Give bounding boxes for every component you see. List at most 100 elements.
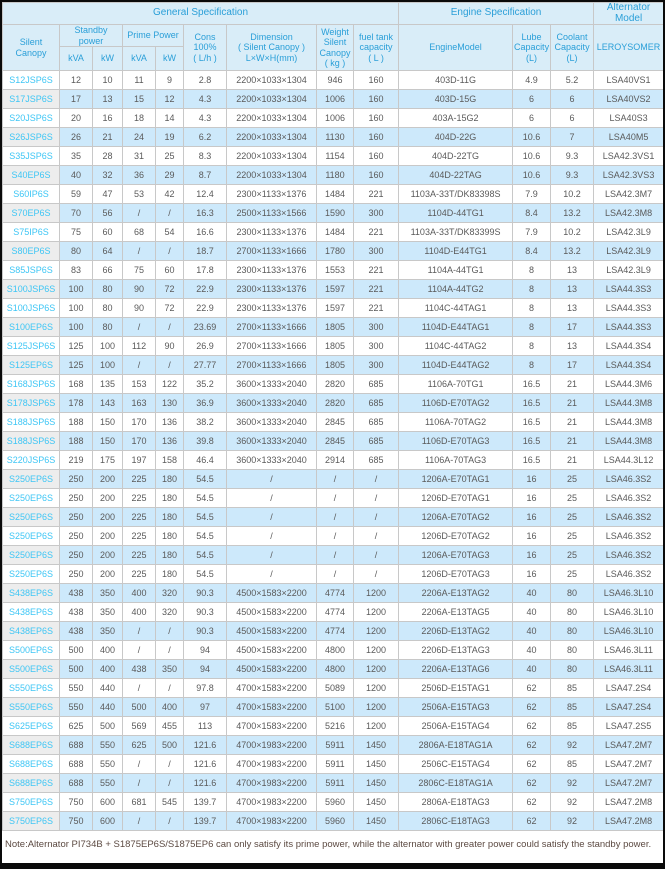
- spec-cell: 225: [122, 564, 156, 584]
- spec-cell: 188: [59, 431, 93, 451]
- model-link-cell[interactable]: S250EP6S: [2, 545, 60, 565]
- spec-cell: 40: [512, 602, 552, 622]
- spec-cell: LSA44.3S3: [593, 317, 663, 337]
- spec-cell: 455: [155, 716, 184, 736]
- model-link-cell[interactable]: S100JSP6S: [2, 298, 60, 318]
- spec-cell: 80: [59, 241, 93, 261]
- col-header-standby-kva: kVA: [59, 46, 93, 71]
- model-link-cell[interactable]: S250EP6S: [2, 488, 60, 508]
- model-link-cell[interactable]: S250EP6S: [2, 469, 60, 489]
- model-link-cell[interactable]: S188JSP6S: [2, 412, 60, 432]
- spec-cell: 5089: [316, 678, 354, 698]
- model-link-cell[interactable]: S168JSP6S: [2, 374, 60, 394]
- spec-cell: 225: [122, 545, 156, 565]
- model-link-cell[interactable]: S500EP6S: [2, 659, 60, 679]
- model-link-cell[interactable]: S125JSP6S: [2, 336, 60, 356]
- spec-cell: 100: [59, 317, 93, 337]
- spec-cell: 130: [155, 393, 184, 413]
- spec-cell: 25: [550, 488, 595, 508]
- model-link-cell[interactable]: S438EP6S: [2, 602, 60, 622]
- spec-cell: 550: [59, 697, 93, 717]
- spec-cell: 219: [59, 450, 93, 470]
- model-link-cell[interactable]: S40EP6S: [2, 165, 60, 185]
- spec-cell: 122: [155, 374, 184, 394]
- col-header-cons-100: Cons 100% ( L/h ): [183, 24, 227, 71]
- model-link-cell[interactable]: S688EP6S: [2, 754, 60, 774]
- model-link-cell[interactable]: S178JSP6S: [2, 393, 60, 413]
- spec-cell: 1106A-70TAG2: [398, 412, 514, 432]
- spec-cell: 5911: [316, 754, 354, 774]
- spec-cell: 100: [59, 279, 93, 299]
- spec-cell: 320: [155, 583, 184, 603]
- model-link-cell[interactable]: S688EP6S: [2, 773, 60, 793]
- model-link-cell[interactable]: S750EP6S: [2, 792, 60, 812]
- spec-cell: 16: [512, 507, 552, 527]
- spec-cell: LSA42.3L9: [593, 222, 663, 242]
- spec-cell: LSA40M5: [593, 127, 663, 147]
- spec-cell: 2300×1133×1376: [226, 298, 317, 318]
- model-link-cell[interactable]: S100EP6S: [2, 317, 60, 337]
- model-link-cell[interactable]: S625EP6S: [2, 716, 60, 736]
- model-link-cell[interactable]: S80EP6S: [2, 241, 60, 261]
- spec-cell: LSA46.3L10: [593, 621, 663, 641]
- spec-cell: 17: [550, 355, 595, 375]
- spec-cell: 1206D-E70TAG2: [398, 526, 514, 546]
- spec-cell: 4.3: [183, 89, 227, 109]
- spec-cell: 3600×1333×2040: [226, 450, 317, 470]
- model-link-cell[interactable]: S550EP6S: [2, 697, 60, 717]
- spec-cell: 136: [155, 412, 184, 432]
- spec-cell: 320: [155, 602, 184, 622]
- model-link-cell[interactable]: S100JSP6S: [2, 279, 60, 299]
- table-row: S750EP6S 750 600 681 545 139.7 4700×1983×2200 5…: [2, 792, 663, 812]
- model-link-cell[interactable]: S250EP6S: [2, 507, 60, 527]
- spec-cell: LSA44.3S3: [593, 279, 663, 299]
- spec-cell: 125: [59, 355, 93, 375]
- model-link-cell[interactable]: S750EP6S: [2, 811, 60, 831]
- model-link-cell[interactable]: S60IP6S: [2, 184, 60, 204]
- spec-cell: /: [155, 773, 184, 793]
- model-link-cell[interactable]: S250EP6S: [2, 526, 60, 546]
- model-link-cell[interactable]: S12JSP6S: [2, 70, 60, 90]
- spec-cell: 150: [92, 431, 123, 451]
- model-link-cell[interactable]: S20JSP6S: [2, 108, 60, 128]
- model-link-cell[interactable]: S70EP6S: [2, 203, 60, 223]
- spec-cell: 59: [59, 184, 93, 204]
- spec-cell: 197: [122, 450, 156, 470]
- spec-cell: LSA44.3M8: [593, 431, 663, 451]
- spec-cell: 1450: [352, 773, 400, 793]
- spec-cell: 1006: [316, 108, 354, 128]
- model-link-cell[interactable]: S438EP6S: [2, 583, 60, 603]
- spec-cell: /: [155, 640, 184, 660]
- spec-cell: 5960: [316, 792, 354, 812]
- spec-cell: 40: [512, 640, 552, 660]
- table-row: S100JSP6S 100 80 90 72 22.9 2300×1133×1376 1597…: [2, 279, 663, 299]
- spec-cell: 681: [122, 792, 156, 812]
- spec-cell: 1597: [316, 279, 354, 299]
- spec-cell: /: [316, 526, 354, 546]
- model-link-cell[interactable]: S85JSP6S: [2, 260, 60, 280]
- model-link-cell[interactable]: S220JSP6S: [2, 450, 60, 470]
- spec-cell: 350: [92, 602, 123, 622]
- spec-cell: LSA40VS2: [593, 89, 663, 109]
- model-link-cell[interactable]: S35JSP6S: [2, 146, 60, 166]
- spec-cell: 62: [512, 697, 552, 717]
- model-link-cell[interactable]: S26JSP6S: [2, 127, 60, 147]
- model-link-cell[interactable]: S250EP6S: [2, 564, 60, 584]
- table-row: S100JSP6S 100 80 90 72 22.9 2300×1133×1376 1597…: [2, 298, 663, 318]
- model-link-cell[interactable]: S75IP6S: [2, 222, 60, 242]
- model-link-cell[interactable]: S125EP6S: [2, 355, 60, 375]
- spec-cell: 2506A-E15TAG4: [398, 716, 514, 736]
- model-link-cell[interactable]: S188JSP6S: [2, 431, 60, 451]
- spec-cell: 90.3: [183, 602, 227, 622]
- table-row: S12JSP6S 12 10 11 9 2.8 2200×1033×1304 946 160 40…: [2, 70, 663, 90]
- spec-cell: 1450: [352, 792, 400, 812]
- spec-cell: 2845: [316, 431, 354, 451]
- model-link-cell[interactable]: S500EP6S: [2, 640, 60, 660]
- model-link-cell[interactable]: S550EP6S: [2, 678, 60, 698]
- col-header-weight: Weight Silent Canopy ( kg ): [316, 24, 354, 71]
- model-link-cell[interactable]: S688EP6S: [2, 735, 60, 755]
- model-link-cell[interactable]: S17JSP6S: [2, 89, 60, 109]
- spec-cell: 200: [92, 469, 123, 489]
- spec-cell: 1200: [352, 621, 400, 641]
- model-link-cell[interactable]: S438EP6S: [2, 621, 60, 641]
